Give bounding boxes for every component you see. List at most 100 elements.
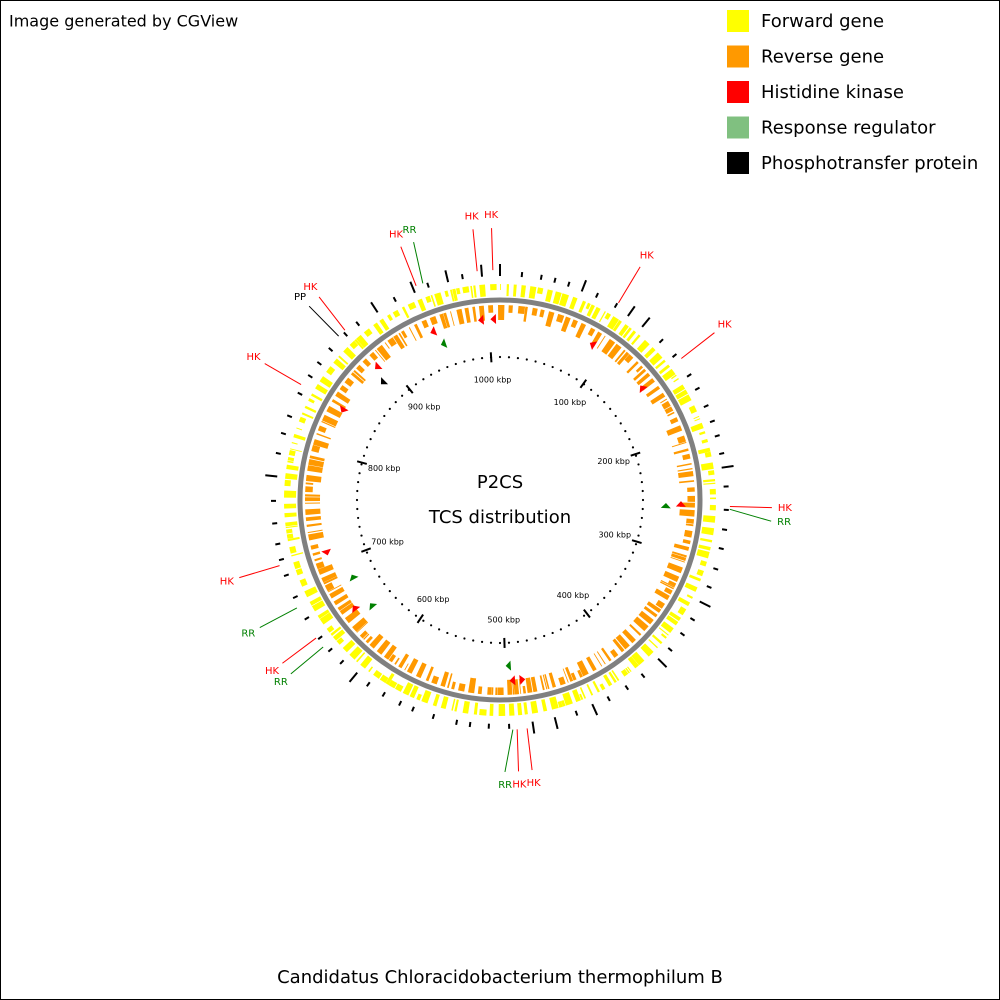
gene-block [323,576,338,585]
callout-label: HK [303,282,318,293]
gene-block [545,311,555,328]
gene-block [682,453,691,461]
gene-block [558,676,566,686]
gene-tracks [265,264,734,734]
gene-block [316,433,331,440]
gene-block [327,584,342,593]
outer-tick [370,301,379,313]
outer-tick [567,281,571,287]
gene-block [401,306,410,319]
minor-tick [489,641,493,644]
gene-block [344,609,361,624]
organism: Candidatus Chloracidobacterium thermophi… [277,967,723,988]
gene-block [709,497,716,500]
kbp-tick [489,352,493,363]
callout-line [259,607,298,629]
gene-block [439,313,448,329]
outer-tick [714,434,720,438]
minor-tick [567,624,570,627]
gene-block [301,412,314,419]
kbp-label: 400 kbp [557,591,590,600]
gene-block [479,284,486,297]
gene-block [315,383,328,395]
gene-block [545,289,553,303]
gene-block [344,377,355,387]
legend-swatch [727,10,749,32]
minor-tick [365,551,369,554]
gene-block [440,671,450,688]
gene-block [684,582,698,592]
feature-marker [675,501,686,507]
outer-tick [706,585,712,589]
kbp-label: 200 kbp [597,457,630,466]
gene-block [394,683,404,692]
minor-tick [430,373,433,376]
outer-tick [468,721,472,728]
minor-tick [373,567,376,570]
gene-block [671,441,687,448]
gene-block [693,415,700,420]
gene-block [432,693,440,707]
gene-block [631,334,641,346]
gene-block [603,674,613,687]
minor-tick [614,582,617,586]
gene-block [598,311,606,323]
gene-block [636,372,651,386]
gene-block [677,470,694,479]
backbone [297,297,703,703]
minor-tick [596,603,599,606]
callout-label: HK [246,352,261,363]
gene-block [369,351,379,361]
gene-block [356,621,369,633]
gene-block [676,463,692,468]
feature-marker [380,377,389,385]
minor-tick [446,631,449,635]
gene-block [651,634,663,645]
gene-block [324,582,335,592]
outer-tick [686,373,692,378]
callout-label: RR [777,517,791,528]
gene-block [479,709,487,716]
gene-block [489,703,494,716]
gene-block [286,464,299,471]
gene-block [359,630,369,639]
gene-block [679,480,695,484]
outer-tick [355,321,361,327]
minor-tick [463,360,466,363]
gene-block [517,305,526,315]
outer-tick [307,374,313,379]
outer-tick [679,631,686,637]
outer-tick [641,316,651,328]
minor-tick [358,472,361,475]
gene-block [682,539,691,545]
gene-block [431,675,440,685]
callout-label: HK [640,251,655,262]
callout-label: HK [527,778,542,789]
gene-block [663,570,680,583]
gene-block [284,490,297,498]
gene-block [313,439,330,449]
gene-block [284,512,297,518]
legend-swatch [727,81,749,103]
gene-block [702,515,716,523]
gene-block [305,502,321,504]
gene-block [672,384,686,395]
minor-tick [543,362,546,366]
feature-marker [639,385,648,393]
minor-tick [639,472,642,475]
gene-block [699,431,706,436]
gene-block [354,339,364,350]
minor-tick [463,637,466,640]
gene-block [287,460,294,464]
gene-block [587,327,596,337]
gene-block [349,340,359,350]
minor-tick [407,609,410,612]
minor-tick [414,383,418,386]
gene-block [668,611,681,622]
gene-block [670,556,685,563]
minor-tick [378,575,381,578]
minor-tick [640,480,643,484]
outer-tick [392,296,397,303]
gene-block [530,700,539,714]
gene-block [677,596,691,607]
